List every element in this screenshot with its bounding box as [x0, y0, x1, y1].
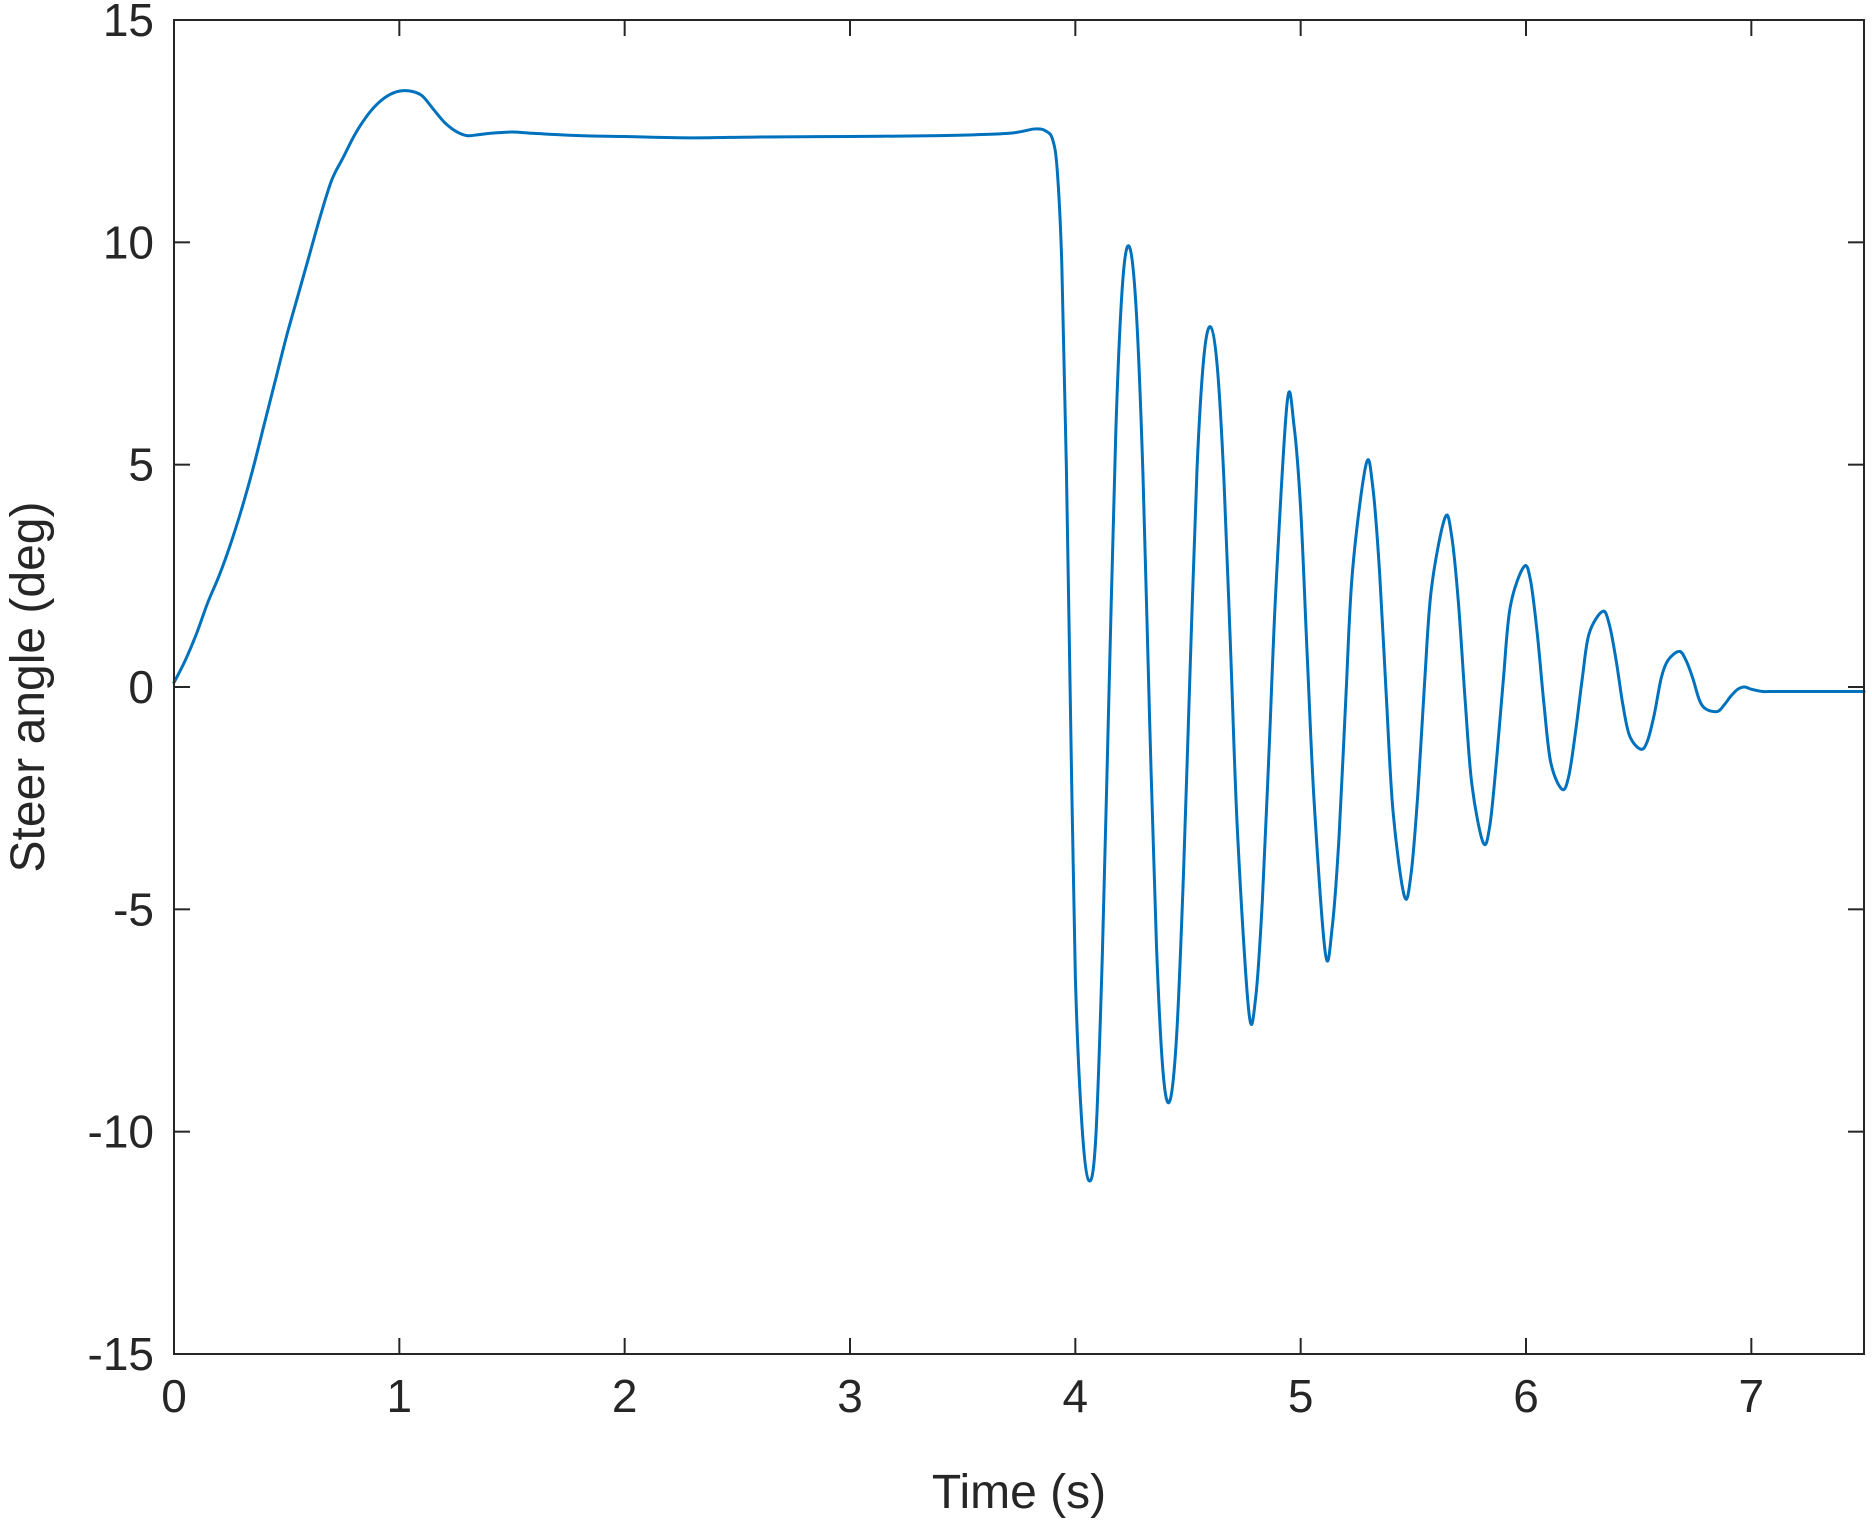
x-tick-label: 0	[161, 1370, 187, 1422]
y-tick-label: 15	[103, 0, 154, 46]
y-tick-label: -10	[88, 1106, 154, 1158]
y-tick-label: -5	[113, 883, 154, 935]
y-tick-label: 10	[103, 216, 154, 268]
x-axis-title: Time (s)	[932, 1466, 1106, 1519]
y-tick-label: -15	[88, 1328, 154, 1380]
y-axis-tick-labels: -15 -10 -5 0 5 10 15	[88, 0, 154, 1380]
x-tick-label: 1	[387, 1370, 413, 1422]
x-tick-label: 5	[1288, 1370, 1314, 1422]
x-axis-tick-labels: 0 1 2 3 4 5 6 7	[161, 1370, 1764, 1422]
steer-angle-series-line	[172, 89, 1866, 1183]
x-tick-label: 6	[1513, 1370, 1539, 1422]
x-tick-label: 3	[837, 1370, 863, 1422]
x-axis-ticks	[173, 20, 1753, 1354]
plot-area-frame	[173, 19, 1865, 1355]
y-axis-title: Steer angle (deg)	[2, 502, 55, 873]
x-tick-label: 7	[1739, 1370, 1765, 1422]
y-tick-label: 0	[128, 661, 154, 713]
x-tick-label: 2	[612, 1370, 638, 1422]
y-tick-label: 5	[128, 439, 154, 491]
x-tick-label: 4	[1063, 1370, 1089, 1422]
